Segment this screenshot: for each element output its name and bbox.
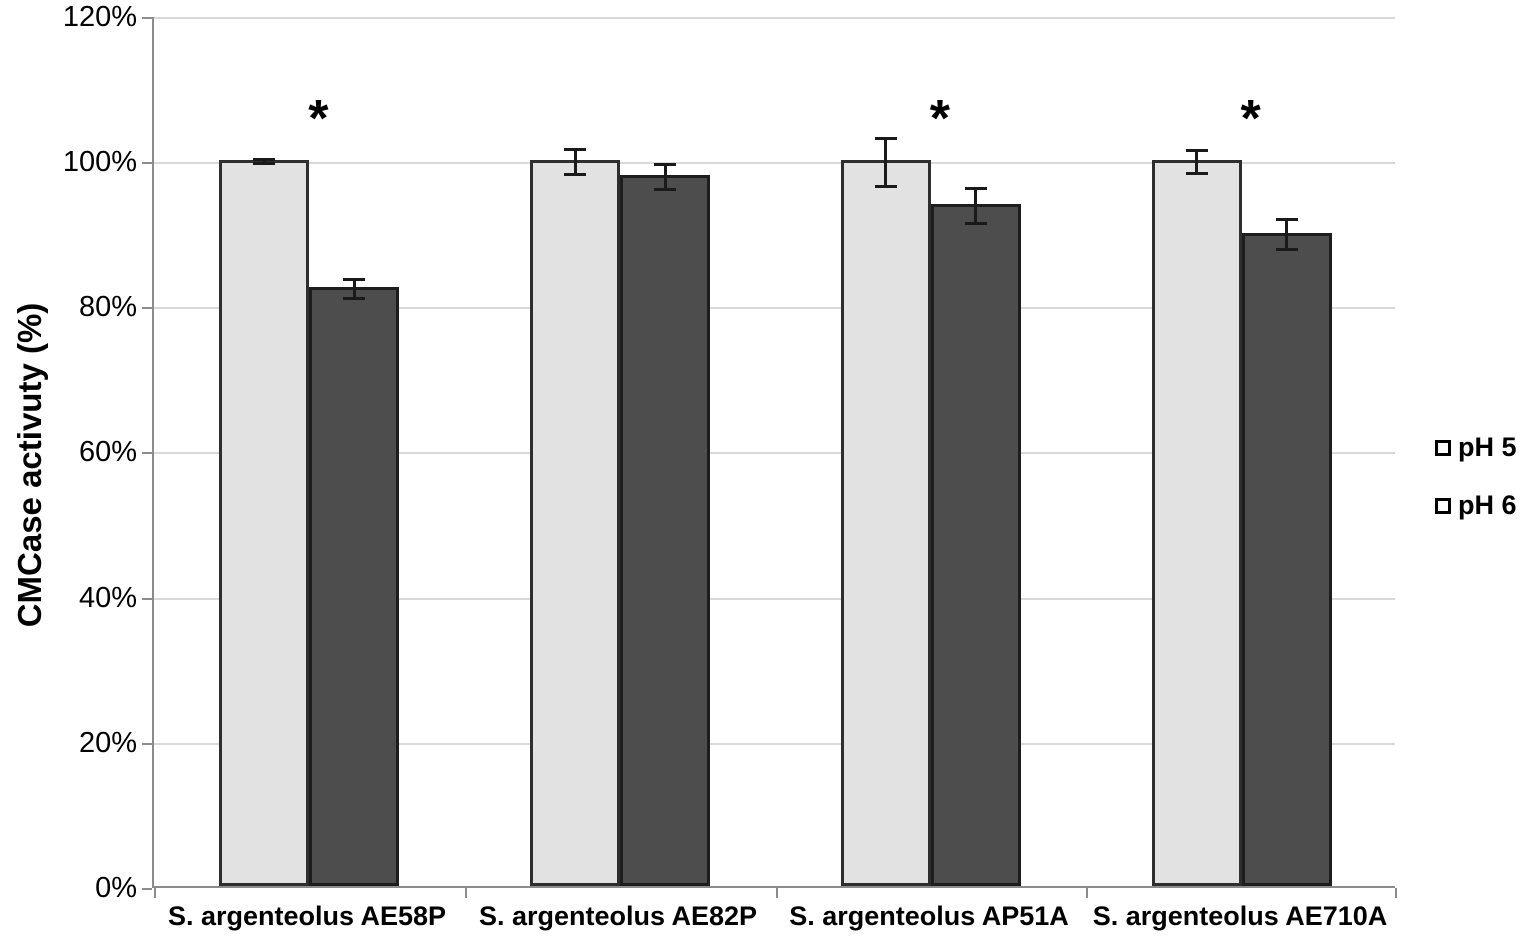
gridline [154,452,1395,454]
y-tick-label: 0% [95,872,137,904]
error-bar-stem [1285,221,1289,248]
bar-ph5 [530,160,621,886]
y-axis-tick [142,17,152,19]
error-bar-stem [663,166,667,188]
significance-asterisk: * [929,90,950,148]
error-bar-stem [1195,152,1199,172]
y-axis-tick [142,598,152,600]
y-axis-tick [142,888,152,890]
y-axis-tick [142,162,152,164]
legend-label: pH 6 [1458,490,1517,520]
error-bar [1185,149,1208,175]
bar-group [465,17,776,886]
bar-ph6 [1241,233,1332,886]
x-category-label: S. argenteolus AE58P [167,901,447,931]
legend: pH 5 pH 6 [1435,432,1517,548]
error-bar-stem [352,281,356,297]
error-bar-stem [974,190,978,222]
x-axis-tick [1395,888,1397,898]
bar-ph5 [219,160,310,886]
bar-ph5 [1151,160,1242,886]
plot-area: * * * [142,17,1397,898]
y-axis-tick [142,307,152,309]
error-bar-stem [884,140,888,185]
x-axis-tick [465,888,467,898]
error-bar [253,158,276,165]
error-bar [343,278,366,300]
y-tick-label: 100% [62,146,137,178]
y-tick-label: 120% [62,1,137,33]
error-bar-stem [573,151,577,173]
x-axis-tick [154,888,156,898]
legend-item-ph5: pH 5 [1435,432,1517,463]
gridline [154,743,1395,745]
y-tick-label: 40% [78,582,137,614]
x-axis-tick [1086,888,1088,898]
y-tick-label: 60% [78,436,137,468]
bar-ph6 [930,204,1021,886]
legend-swatch-ph6 [1435,497,1451,514]
error-bar-stem [262,161,266,162]
x-category-label: S. argenteolus AP51A [789,901,1069,931]
bar-ph5 [840,160,931,886]
significance-asterisk: * [1240,90,1261,148]
bar-ph6 [309,287,400,886]
error-bar [964,187,987,225]
significance-asterisk: * [308,90,329,148]
gridline [154,17,1395,19]
gridline [154,162,1395,164]
y-axis-tick [142,452,152,454]
y-tick-label: 80% [78,291,137,323]
error-bar [874,137,897,188]
bar-ph6 [620,175,711,886]
legend-label: pH 5 [1458,432,1517,462]
gridline [154,598,1395,600]
error-bar [654,163,677,191]
x-category-label: S. argenteolus AE710A [1092,901,1388,931]
error-bar [1275,218,1298,251]
bar-group: * [1086,17,1397,886]
legend-swatch-ph5 [1435,439,1451,456]
legend-item-ph6: pH 6 [1435,490,1517,521]
x-category-label: S. argenteolus AE82P [478,901,758,931]
y-axis-tick [142,743,152,745]
gridline [154,307,1395,309]
error-bar [564,148,587,176]
bar-group: * [776,17,1087,886]
y-tick-label: 20% [78,727,137,759]
bar-group: * [154,17,465,886]
x-axis-tick [776,888,778,898]
